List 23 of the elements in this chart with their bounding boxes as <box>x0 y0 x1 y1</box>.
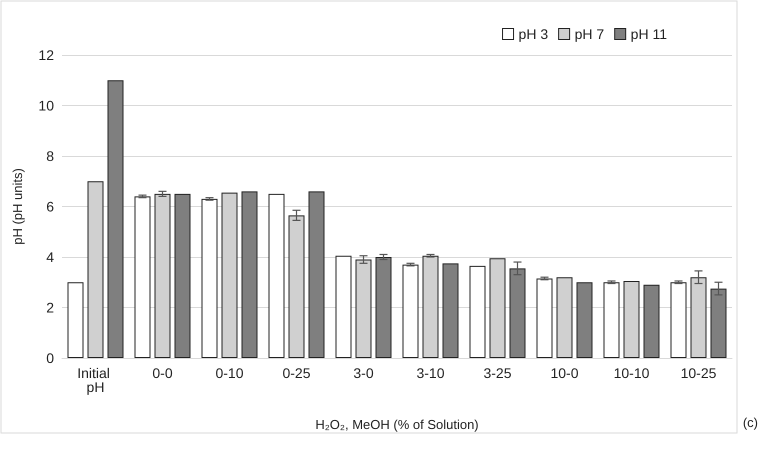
y-tick-label: 10 <box>38 98 54 114</box>
legend-label: pH 7 <box>574 26 604 42</box>
y-tick-label: 6 <box>46 198 54 214</box>
x-tick-label: 10-10 <box>614 365 650 381</box>
x-tick-label: 0-0 <box>152 365 173 381</box>
x-tick-label: 0-25 <box>282 365 311 381</box>
y-tick-label: 2 <box>46 300 54 316</box>
y-tick-label: 0 <box>46 350 54 366</box>
x-tick-label: 0-10 <box>215 365 244 381</box>
legend-label: pH 3 <box>518 26 548 42</box>
x-tick-label: 10-0 <box>550 365 579 381</box>
x-axis-title: H₂O₂, MeOH (% of Solution) <box>315 417 479 432</box>
x-tick-label: 3-10 <box>416 365 445 381</box>
y-axis-title: pH (pH units) <box>10 168 25 245</box>
legend-label: pH 11 <box>630 26 668 42</box>
x-tick-label: 10-25 <box>680 365 717 381</box>
y-tick-label: 8 <box>46 148 54 164</box>
text: (c) <box>742 415 758 430</box>
y-tick-label: 12 <box>38 47 54 63</box>
x-tick-label: 3-0 <box>353 365 374 381</box>
y-tick-label: 4 <box>46 249 54 265</box>
x-tick-label: Initial pH <box>77 365 114 395</box>
x-tick-label: 3-25 <box>483 365 512 381</box>
